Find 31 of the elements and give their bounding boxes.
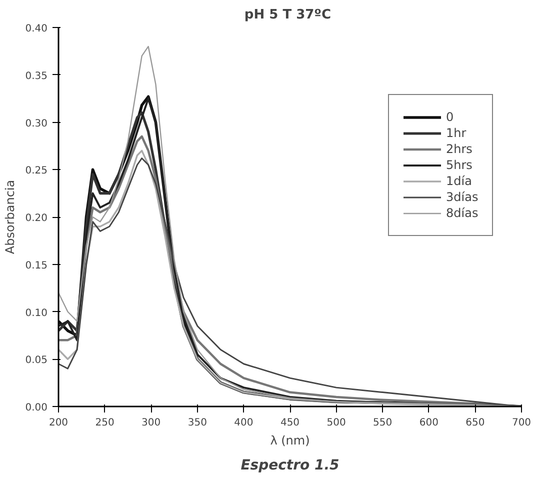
y-tick-label: 0.15 (25, 260, 48, 272)
x-axis-title: λ (nm) (270, 434, 310, 448)
y-tick-label: 0.10 (25, 308, 48, 319)
chart-title: pH 5 T 37ºC (244, 8, 332, 22)
y-tick-label: 0.00 (25, 402, 48, 414)
text: Espectro 1.5 (240, 458, 340, 474)
x-tick-label: 350 (188, 418, 207, 428)
y-tick-label: 0.05 (25, 355, 48, 366)
y-tick-label: 0.30 (25, 118, 48, 130)
x-tick-label: 200 (48, 418, 68, 428)
legend-label: 5hrs (446, 157, 472, 173)
y-tick-label: 0.35 (25, 70, 48, 82)
y-tick-label: 0.25 (25, 166, 48, 177)
x-tick-label: 500 (326, 418, 346, 428)
legend-label: 0 (446, 109, 455, 125)
y-tick-label: 0.20 (25, 213, 48, 224)
x-tick-label: 650 (466, 418, 485, 428)
legend-label: 1hr (446, 125, 466, 141)
legend-label: 8días (446, 205, 478, 221)
legend-label: 3días (446, 189, 478, 205)
x-tick-label: 300 (142, 418, 161, 428)
y-tick-label: 0.40 (25, 24, 48, 34)
legend-label: 1día (446, 173, 472, 189)
y-axis-title: Absorbancia (3, 180, 18, 254)
x-tick-label: 400 (234, 418, 254, 428)
x-tick-label: 600 (419, 418, 438, 428)
x-tick-label: 550 (373, 418, 392, 428)
legend-label: 2hrs (446, 141, 472, 157)
x-tick-label: 700 (512, 418, 532, 428)
x-tick-label: 250 (95, 418, 114, 428)
x-tick-label: 450 (280, 418, 300, 428)
